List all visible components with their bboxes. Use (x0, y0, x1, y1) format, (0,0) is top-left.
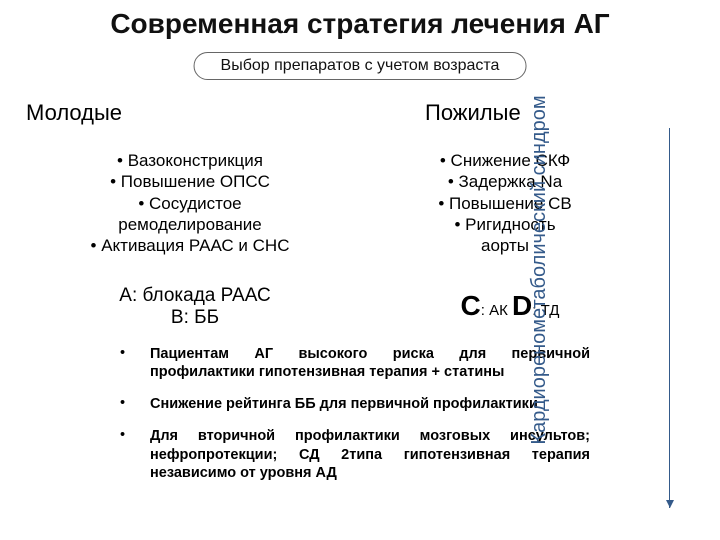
slide-title: Современная стратегия лечения АГ (0, 8, 720, 40)
note-text: Для вторичной профилактики мозговых инсу… (150, 427, 590, 481)
vertical-label: Кардиоренометаболический синдром (528, 95, 551, 444)
cd-c: С (461, 290, 481, 321)
bullets-left: • Вазоконстрикция • Повышение ОПСС • Сос… (75, 150, 305, 256)
ab-block: А: блокада РААС В: ББ (95, 285, 295, 329)
bullet-icon: • (120, 345, 150, 361)
notes: • Пациентам АГ высокого риска для первич… (120, 345, 590, 496)
bullet: ремоделирование (75, 214, 305, 235)
arrow-line (669, 128, 670, 508)
note-text: Снижение рейтинга ББ для первичной профи… (150, 395, 590, 413)
note-row: • Снижение рейтинга ББ для первичной про… (120, 395, 590, 413)
ab-line1: А: блокада РААС (95, 285, 295, 307)
bullet: • Задержка Na (390, 171, 620, 192)
note-row: • Пациентам АГ высокого риска для первич… (120, 345, 590, 381)
ab-line2: В: ББ (95, 307, 295, 329)
bullet: • Ригидность (390, 214, 620, 235)
cd-c-tail: : АК (481, 302, 512, 319)
bullet: • Снижение СКФ (390, 150, 620, 171)
slide: Современная стратегия лечения АГ Выбор п… (0, 0, 720, 540)
bullet-icon: • (120, 427, 150, 443)
heading-right: Пожилые (425, 100, 521, 126)
bullet-icon: • (120, 395, 150, 411)
bullets-right: • Снижение СКФ • Задержка Na • Повышение… (390, 150, 620, 256)
subtitle-box: Выбор препаратов с учетом возраста (194, 52, 527, 80)
note-text: Пациентам АГ высокого риска для первично… (150, 345, 590, 381)
bullet: аорты (390, 235, 620, 256)
bullet: • Сосудистое (75, 193, 305, 214)
cd-block: С: АК D: ТД (395, 290, 625, 322)
arrow-down-icon (666, 500, 674, 508)
note-row: • Для вторичной профилактики мозговых ин… (120, 427, 590, 481)
bullet: • Активация РААС и СНС (75, 235, 305, 256)
bullet: • Повышение СВ (390, 193, 620, 214)
heading-left: Молодые (26, 100, 122, 126)
bullet: • Вазоконстрикция (75, 150, 305, 171)
bullet: • Повышение ОПСС (75, 171, 305, 192)
